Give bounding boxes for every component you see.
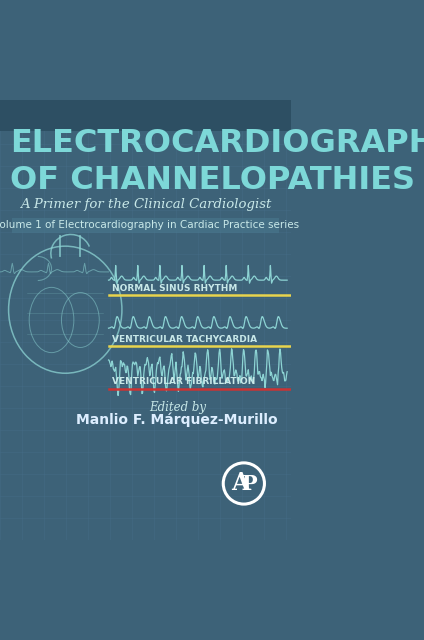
Text: Volume 1 of Electrocardiography in Cardiac Practice series: Volume 1 of Electrocardiography in Cardi… [0, 220, 298, 230]
Text: Edited by: Edited by [149, 401, 206, 415]
FancyBboxPatch shape [12, 218, 279, 233]
FancyBboxPatch shape [0, 100, 291, 131]
Text: P: P [242, 474, 257, 494]
Text: VENTRICULAR TACHYCARDIA: VENTRICULAR TACHYCARDIA [112, 335, 257, 344]
Text: ELECTROCARDIOGRAPHY: ELECTROCARDIOGRAPHY [10, 127, 424, 159]
Text: A: A [231, 471, 250, 495]
Text: A Primer for the Clinical Cardiologist: A Primer for the Clinical Cardiologist [20, 198, 271, 211]
Text: Manlio F. Márquez-Murillo: Manlio F. Márquez-Murillo [76, 412, 278, 427]
FancyBboxPatch shape [0, 100, 291, 540]
Text: VENTRICULAR FIBRILLATION: VENTRICULAR FIBRILLATION [112, 378, 255, 387]
Text: NORMAL SINUS RHYTHM: NORMAL SINUS RHYTHM [112, 284, 237, 293]
Text: OF CHANNELOPATHIES: OF CHANNELOPATHIES [10, 165, 415, 196]
